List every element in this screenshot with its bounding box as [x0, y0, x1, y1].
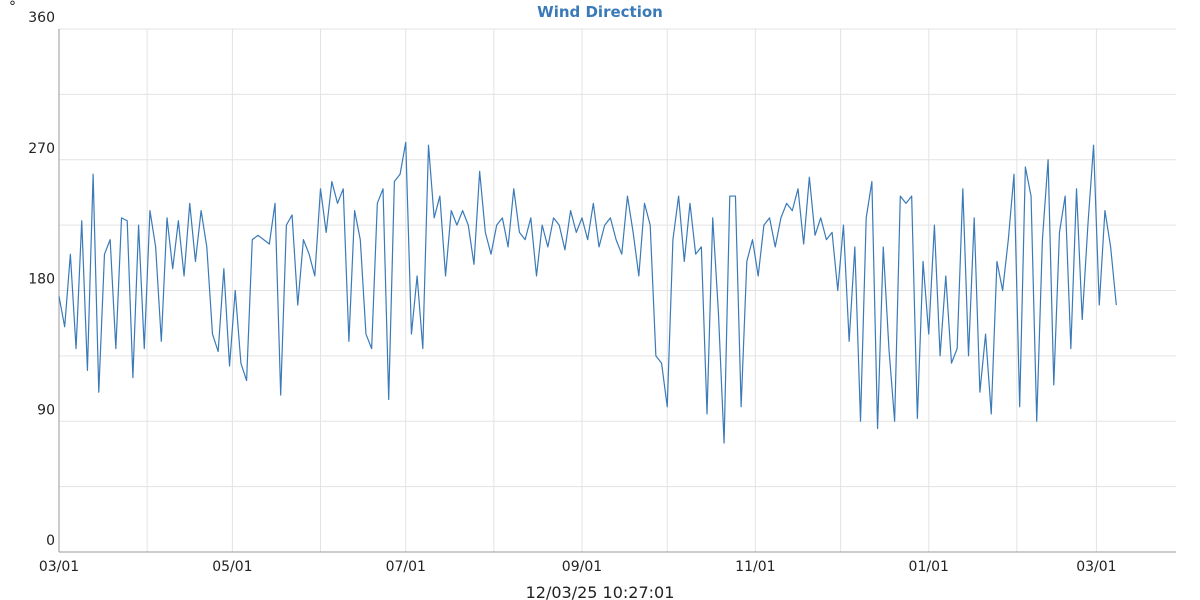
x-tick-label: 05/01 [212, 559, 252, 575]
x-tick-label: 07/01 [386, 559, 426, 575]
data-line [58, 141, 1117, 444]
x-tick-label: 11/01 [735, 559, 775, 575]
y-tick-label: 90 [37, 402, 55, 418]
y-tick-label: 0 [46, 533, 55, 549]
y-tick-label: 360 [28, 10, 55, 26]
chart-title: Wind Direction [537, 3, 663, 21]
x-tick-label: 03/01 [1076, 559, 1116, 575]
x-tick-label: 09/01 [562, 559, 602, 575]
timestamp: 12/03/25 10:27:01 [526, 583, 675, 600]
y-tick-label: 270 [28, 141, 55, 157]
y-tick-label: 180 [28, 272, 55, 288]
x-tick-label: 01/01 [909, 559, 949, 575]
x-tick-label: 03/01 [39, 559, 79, 575]
y-unit: ° [9, 0, 16, 15]
